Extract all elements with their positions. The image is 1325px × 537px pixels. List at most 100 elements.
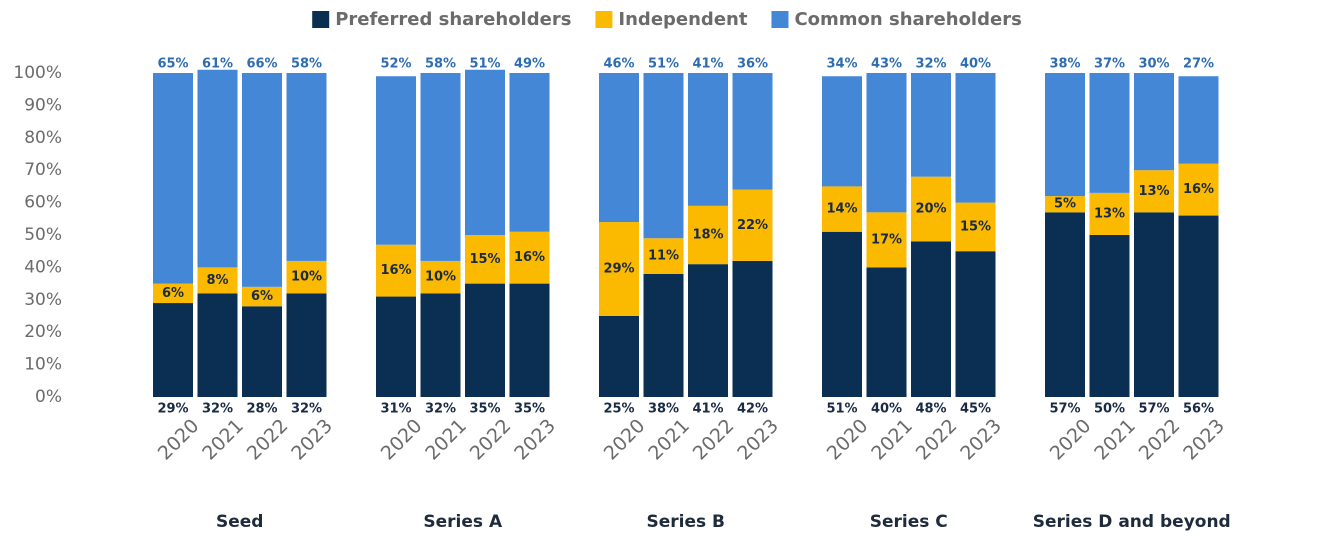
- value-label: 43%: [871, 57, 902, 72]
- value-label: 42%: [737, 402, 768, 417]
- x-tick-label: 2023: [287, 415, 337, 465]
- y-tick-label: 0%: [35, 387, 62, 407]
- value-label: 10%: [425, 270, 456, 285]
- x-tick-label: 2021: [644, 415, 694, 465]
- bar-segment: [866, 212, 907, 268]
- value-label: 16%: [514, 250, 545, 265]
- bar-segment: [1134, 170, 1174, 213]
- value-label: 31%: [380, 402, 411, 417]
- legend-label: Preferred shareholders: [335, 9, 571, 30]
- value-label: 13%: [1138, 184, 1169, 199]
- value-label: 30%: [1138, 57, 1169, 72]
- bar-segment: [822, 186, 862, 232]
- bar-segment: [955, 73, 996, 203]
- bar-segment: [1178, 76, 1219, 164]
- bar-segment: [509, 73, 550, 232]
- bar-segment: [420, 293, 461, 397]
- value-label: 14%: [826, 202, 857, 217]
- bar-segment: [1045, 212, 1085, 397]
- value-label: 32%: [202, 402, 233, 417]
- bar-segment: [1045, 73, 1085, 197]
- bar-segment: [822, 231, 862, 397]
- value-label: 61%: [202, 57, 233, 72]
- value-label: 32%: [425, 402, 456, 417]
- bar-segment: [1178, 163, 1219, 216]
- bar-segment: [866, 267, 907, 397]
- bar-segment: [688, 73, 728, 206]
- bar-segment: [732, 260, 773, 397]
- value-label: 45%: [960, 402, 991, 417]
- bar-segment: [242, 73, 282, 287]
- value-label: 15%: [469, 252, 500, 267]
- value-label: 28%: [246, 402, 277, 417]
- value-label: 18%: [692, 228, 723, 243]
- value-label: 29%: [157, 402, 188, 417]
- bar-segment: [197, 69, 238, 268]
- legend-label: Common shareholders: [794, 9, 1021, 30]
- legend-swatch: [595, 11, 613, 28]
- value-label: 35%: [514, 402, 545, 417]
- bar-segment: [643, 273, 684, 397]
- value-label: 10%: [291, 270, 322, 285]
- value-label: 5%: [1054, 197, 1076, 212]
- x-tick-label: 2023: [510, 415, 560, 465]
- value-label: 27%: [1183, 57, 1214, 72]
- value-label: 32%: [915, 57, 946, 72]
- x-tick-label: 2020: [154, 415, 204, 465]
- bar-segment: [286, 293, 327, 397]
- bar-segment: [1178, 215, 1219, 397]
- bar-segment: [955, 202, 996, 252]
- value-label: 32%: [291, 402, 322, 417]
- y-tick-label: 20%: [24, 322, 62, 342]
- bar-segment: [643, 73, 684, 239]
- value-label: 56%: [1183, 402, 1214, 417]
- value-label: 8%: [206, 273, 228, 288]
- group-label: Series C: [870, 512, 948, 532]
- value-label: 51%: [469, 57, 500, 72]
- y-tick-label: 10%: [24, 355, 62, 375]
- value-label: 40%: [960, 57, 991, 72]
- bar-segment: [955, 251, 996, 397]
- bar-segment: [732, 73, 773, 190]
- value-label: 15%: [960, 219, 991, 234]
- bar-segment: [732, 189, 773, 261]
- bar-segment: [1045, 196, 1085, 213]
- x-tick-label: 2022: [689, 415, 739, 465]
- bar-segment: [509, 231, 550, 284]
- value-label: 65%: [157, 57, 188, 72]
- value-label: 20%: [915, 202, 946, 217]
- value-label: 57%: [1049, 402, 1080, 417]
- value-label: 22%: [737, 218, 768, 233]
- value-label: 58%: [291, 57, 322, 72]
- value-label: 16%: [1183, 182, 1214, 197]
- bar-segment: [465, 235, 505, 284]
- bar-segment: [286, 73, 327, 261]
- value-label: 49%: [514, 57, 545, 72]
- bar-segment: [420, 73, 461, 261]
- bar-segment: [911, 73, 951, 177]
- value-label: 50%: [1094, 402, 1125, 417]
- bar-segment: [465, 283, 505, 397]
- value-label: 41%: [692, 57, 723, 72]
- value-label: 41%: [692, 402, 723, 417]
- bar-segment: [242, 306, 282, 397]
- value-label: 29%: [603, 262, 634, 277]
- value-label: 51%: [648, 57, 679, 72]
- bar-segment: [643, 238, 684, 274]
- y-tick-label: 70%: [24, 160, 62, 180]
- bar-segment: [911, 176, 951, 242]
- value-label: 38%: [648, 402, 679, 417]
- legend-label: Independent: [618, 9, 747, 30]
- x-tick-label: 2021: [1090, 415, 1140, 465]
- bar-segment: [197, 293, 238, 397]
- value-label: 57%: [1138, 402, 1169, 417]
- x-tick-label: 2021: [867, 415, 917, 465]
- y-tick-label: 40%: [24, 257, 62, 277]
- legend-swatch: [771, 11, 789, 28]
- value-label: 52%: [380, 57, 411, 72]
- x-tick-label: 2020: [600, 415, 650, 465]
- y-tick-label: 30%: [24, 290, 62, 310]
- y-tick-label: 50%: [24, 225, 62, 245]
- bar-segment: [599, 73, 639, 223]
- bar-segment: [599, 316, 639, 397]
